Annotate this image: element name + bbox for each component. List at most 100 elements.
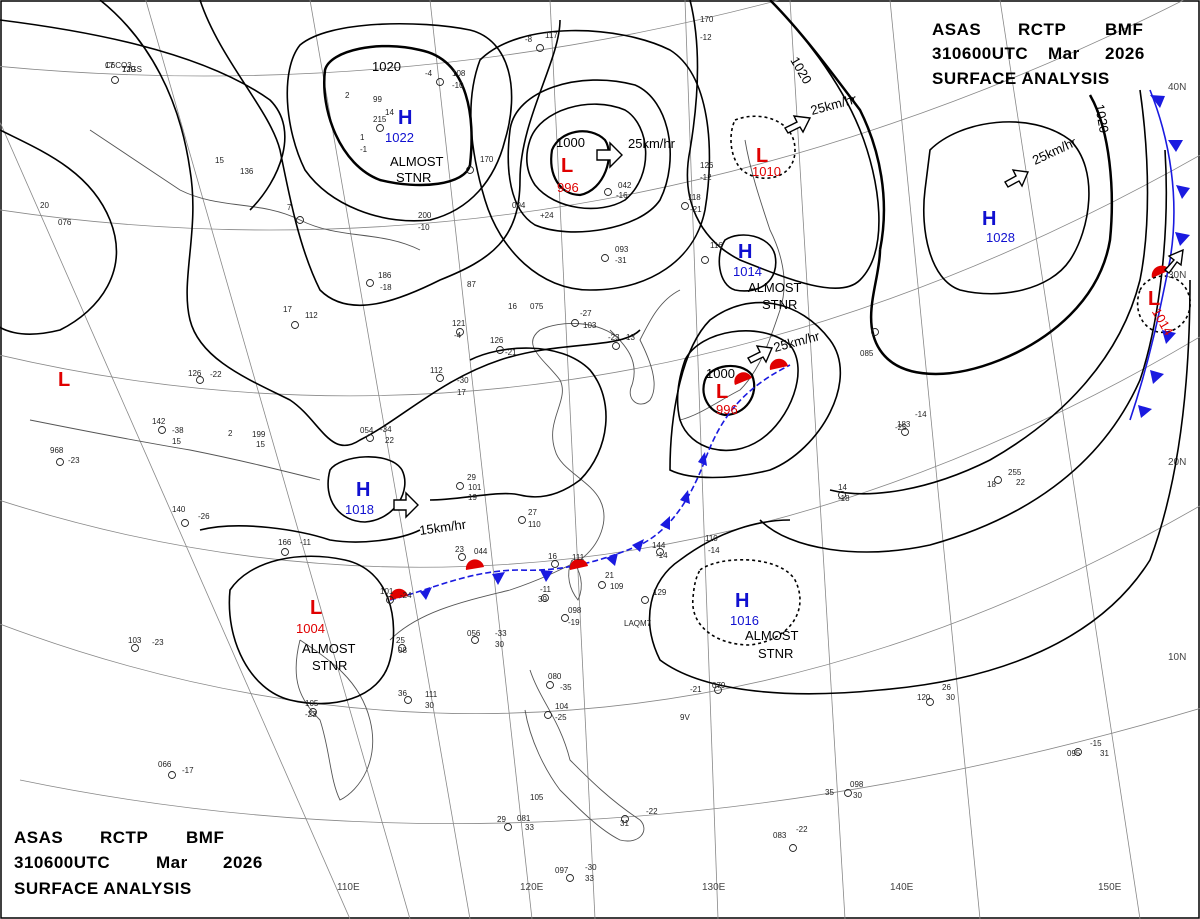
isobar [769,0,886,251]
station-obs-value: 15 [172,437,181,446]
cold-front-triangle [660,516,670,530]
station-obs-value: 36 [398,689,407,698]
station-obs-value: 39 [538,595,547,604]
taiwan-coast [568,559,582,601]
station-obs-value: 112 [305,311,318,320]
isobar [692,558,801,646]
station-obs-value: 129 [653,588,667,597]
station-obs-value: -31 [615,256,627,265]
station-obs-value: 9V [680,713,690,722]
low-pressure-letter: L [310,597,322,619]
high-pressure-letter: H [735,590,749,612]
station-obs-value: 056 [467,629,481,638]
station-obs-value: 215 [373,115,387,124]
station-obs-value: 27 [528,508,537,517]
station-obs-value: -19 [568,618,580,627]
low-pressure-letter: L [756,145,768,167]
station-obs-value: 126 [700,161,714,170]
station-obs-value: -24 [400,591,412,600]
station-obs-value: 21 [605,571,614,580]
station-marker [309,708,317,716]
station-obs-value: -18 [838,494,850,503]
station-marker [131,644,139,652]
station-obs-value: 2 [345,91,350,100]
station-obs-value: 104 [555,702,569,711]
inland-boundary [89,129,421,251]
station-obs-value: 14 [385,108,394,117]
station-marker [544,711,552,719]
station-obs-value: -12 [700,33,712,42]
station-obs-value: 110 [528,520,541,529]
isobar [676,330,799,452]
station-obs-value: 31 [1100,749,1109,758]
low-pressure-value: 996 [557,180,579,195]
japan-coast [679,139,785,421]
station-obs-value: -1 [360,145,368,154]
station-obs-value: 30 [853,791,862,800]
station-marker [181,519,189,527]
header-office: RCTP [1018,20,1066,39]
station-marker [366,434,374,442]
station-obs-value: 19 [468,493,477,502]
station-obs-value: 101 [468,483,482,492]
station-marker [551,560,559,568]
station-obs-value: 30 [425,701,434,710]
isobar-label: 1020 [1092,103,1112,134]
station-marker [436,78,444,86]
high-pressure-value: 1016 [730,613,759,628]
station-obs-value: 105 [530,793,544,802]
low-pressure-letter: L [716,381,728,403]
high-pressure-letter: H [982,208,996,230]
station-obs-value: -16 [616,191,628,200]
isobar [286,22,513,222]
station-obs-value: 103 [128,636,142,645]
cold-front-triangle [1176,185,1190,199]
station-marker [681,202,689,210]
station-marker [789,844,797,852]
station-obs-value: -35 [560,683,572,692]
station-obs-value: -33 [495,629,507,638]
motion-arrow [784,115,812,134]
station-obs-value: -26 [198,512,210,521]
high-pressure-letter: H [738,241,752,263]
stationary-note: STNR [758,646,793,661]
station-obs-value: 044 [474,547,488,556]
station-obs-value: 7JGS [122,65,142,74]
cold-front-triangle [420,587,432,600]
station-obs-value: 87 [467,280,476,289]
low-pressure-letter: L [1148,288,1160,310]
station-obs-value: 7 [287,203,292,212]
station-marker [404,696,412,704]
isobar [507,79,671,233]
cold-front-triangle [1150,95,1165,108]
header-time: Mar [1048,44,1080,63]
header-time: 2026 [1105,44,1145,63]
station-observations: 17 129 -4 108-10-8 117170-1299215141-1217015… [40,15,1109,883]
cold-front-triangle [680,490,690,504]
station-obs-value: LAQM7 [624,619,652,628]
station-obs-value: 13 [626,333,635,342]
cold-front-triangle [1175,232,1190,246]
cold-front-triangle [1168,140,1183,152]
station-obs-value: -10 [452,81,464,90]
station-obs-value: 30 [495,640,504,649]
header-office: BMF [1105,20,1143,39]
station-obs-value: 094 [512,201,526,210]
station-obs-value: 20 [40,201,49,210]
station-obs-value: 17 [283,305,292,314]
station-marker [838,491,846,499]
station-marker [604,188,612,196]
station-obs-value: 14 [838,483,847,492]
station-marker [471,636,479,644]
station-marker [504,823,512,831]
station-marker [656,548,664,556]
station-obs-value: 075 [530,302,544,311]
isobar [922,121,1090,295]
isobar [648,279,1191,695]
high-pressure-value: 1028 [986,230,1015,245]
station-obs-value: -22 [646,807,658,816]
station-obs-value: 170 [700,15,714,24]
